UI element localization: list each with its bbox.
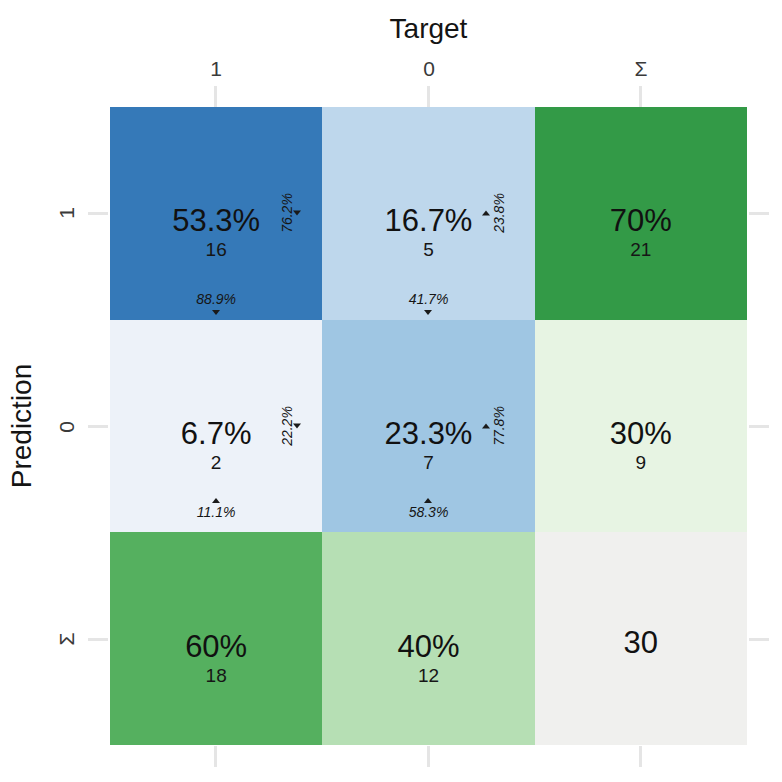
overall-percent: 16.7% bbox=[385, 204, 473, 238]
row-percent: 22.2% bbox=[278, 406, 294, 446]
row-percent: 77.8% bbox=[491, 406, 507, 446]
x-tick-label-1: 1 bbox=[186, 57, 246, 81]
y-axis-title: Prediction bbox=[6, 364, 38, 489]
overall-percent: 6.7% bbox=[181, 417, 252, 451]
cell-pred1-target0: 16.7% 5 23.8% 41.7% bbox=[322, 107, 534, 320]
axis-tick bbox=[749, 212, 769, 215]
cell-pred1-targetsum: 70% 21 bbox=[535, 107, 747, 320]
cell-values: 53.3% 16 bbox=[172, 204, 260, 262]
column-percent: 58.3% bbox=[409, 504, 449, 520]
cell-values: 70% 21 bbox=[610, 204, 672, 262]
axis-tick bbox=[427, 746, 430, 767]
cell-values: 6.7% 2 bbox=[181, 417, 252, 475]
overall-percent: 70% bbox=[610, 204, 672, 238]
axis-tick bbox=[749, 638, 769, 641]
cell-values: 60% 18 bbox=[185, 630, 247, 688]
cell-predsum-targetsum: 30 bbox=[535, 532, 747, 745]
axis-tick bbox=[88, 425, 108, 428]
arrow-down-icon bbox=[293, 423, 301, 428]
arrow-up-icon bbox=[482, 211, 490, 216]
arrow-up-icon bbox=[212, 498, 220, 503]
cell-values: 30 bbox=[624, 626, 658, 660]
cell-values: 30% 9 bbox=[610, 417, 672, 475]
cell-count: 9 bbox=[610, 451, 672, 475]
total-count: 30 bbox=[624, 626, 658, 660]
overall-percent: 23.3% bbox=[385, 417, 473, 451]
overall-percent: 60% bbox=[185, 630, 247, 664]
cell-pred0-target1: 6.7% 2 22.2% 11.1% bbox=[110, 320, 322, 533]
x-tick-label-sum: Σ bbox=[611, 57, 671, 81]
axis-tick bbox=[639, 86, 642, 107]
arrow-up-icon bbox=[424, 498, 432, 503]
cell-count: 18 bbox=[185, 664, 247, 688]
cell-values: 16.7% 5 bbox=[385, 204, 473, 262]
overall-percent: 40% bbox=[397, 630, 459, 664]
cell-count: 7 bbox=[385, 451, 473, 475]
cell-count: 12 bbox=[397, 664, 459, 688]
row-percent: 76.2% bbox=[278, 193, 294, 233]
x-tick-label-0: 0 bbox=[399, 57, 459, 81]
cell-pred0-target0: 23.3% 7 77.8% 58.3% bbox=[322, 320, 534, 533]
arrow-up-icon bbox=[482, 423, 490, 428]
x-axis-title: Target bbox=[110, 13, 747, 45]
cell-count: 16 bbox=[172, 238, 260, 262]
cell-pred1-target1: 53.3% 16 76.2% 88.9% bbox=[110, 107, 322, 320]
matrix-grid: 53.3% 16 76.2% 88.9% 16.7% 5 23.8% 41.7%… bbox=[110, 107, 747, 745]
axis-tick bbox=[427, 86, 430, 107]
arrow-down-icon bbox=[212, 310, 220, 315]
confusion-matrix-plot: Target Prediction 1 0 Σ 1 0 Σ 53.3% 16 7… bbox=[0, 0, 782, 782]
cell-pred0-targetsum: 30% 9 bbox=[535, 320, 747, 533]
axis-tick bbox=[749, 425, 769, 428]
cell-count: 21 bbox=[610, 238, 672, 262]
overall-percent: 30% bbox=[610, 417, 672, 451]
axis-tick bbox=[88, 212, 108, 215]
column-percent: 41.7% bbox=[409, 291, 449, 307]
y-tick-label-1: 1 bbox=[55, 207, 79, 219]
column-percent: 11.1% bbox=[197, 504, 236, 520]
cell-predsum-target0: 40% 12 bbox=[322, 532, 534, 745]
axis-tick bbox=[214, 86, 217, 107]
cell-predsum-target1: 60% 18 bbox=[110, 532, 322, 745]
column-percent: 88.9% bbox=[196, 291, 236, 307]
arrow-down-icon bbox=[293, 211, 301, 216]
axis-tick bbox=[214, 746, 217, 767]
axis-tick bbox=[88, 638, 108, 641]
y-tick-label-sum: Σ bbox=[55, 633, 79, 646]
arrow-down-icon bbox=[424, 310, 432, 315]
cell-values: 40% 12 bbox=[397, 630, 459, 688]
y-tick-label-0: 0 bbox=[55, 421, 79, 433]
cell-count: 5 bbox=[385, 238, 473, 262]
overall-percent: 53.3% bbox=[172, 204, 260, 238]
axis-tick bbox=[639, 746, 642, 767]
row-percent: 23.8% bbox=[491, 193, 507, 233]
cell-values: 23.3% 7 bbox=[385, 417, 473, 475]
cell-count: 2 bbox=[181, 451, 252, 475]
